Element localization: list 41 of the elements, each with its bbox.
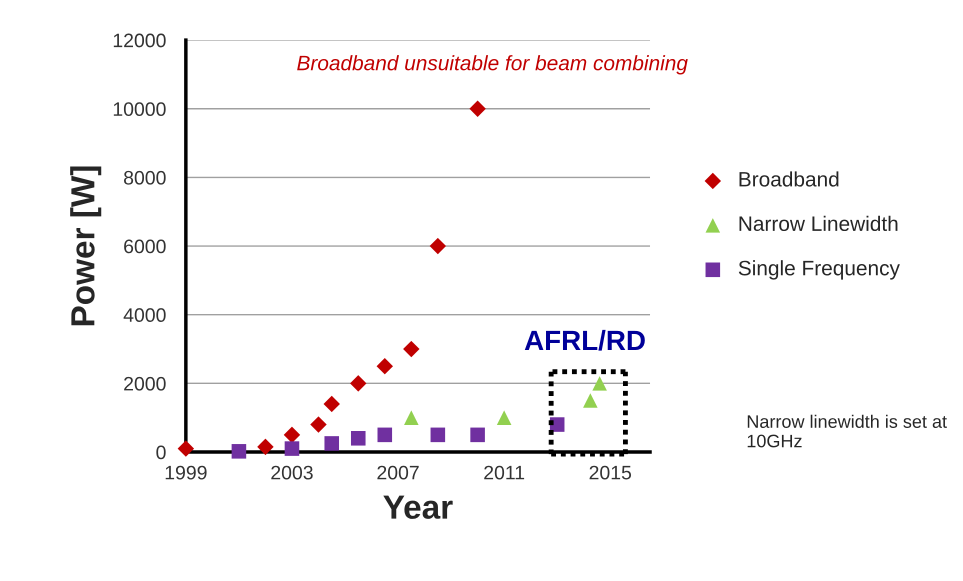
y-axis-title: Power [W] <box>70 166 102 326</box>
point <box>257 438 274 456</box>
y-tick-label: 12000 <box>114 34 166 48</box>
point <box>350 375 366 392</box>
x-tick-label: 2011 <box>484 466 524 480</box>
point <box>376 358 394 374</box>
point <box>469 100 486 117</box>
y-tick-label: 0 <box>156 445 166 460</box>
point <box>284 426 300 444</box>
y-tick-label: 10000 <box>114 102 166 116</box>
y-tick-label: 8000 <box>124 170 166 185</box>
legend-label: Narrow Linewidth <box>740 216 898 232</box>
x-tick-label: 2003 <box>271 466 313 480</box>
legend-label: Single Frequency <box>738 260 900 280</box>
annotation: AFRL/RD <box>524 330 645 351</box>
y-tick-label: 2000 <box>124 376 166 391</box>
x-axis-title: Year <box>383 496 453 519</box>
text: Narrow linewidth is set at 10GHz <box>748 414 947 448</box>
point <box>403 340 420 358</box>
point <box>284 441 300 456</box>
point <box>178 440 194 457</box>
point <box>378 428 392 442</box>
x-tick-label: 2007 <box>377 466 419 480</box>
point <box>470 428 485 442</box>
point <box>592 376 607 391</box>
annotation: Broadband unsuitable for beam combining <box>297 55 688 75</box>
point <box>324 436 340 451</box>
point <box>404 410 419 425</box>
point <box>310 416 327 433</box>
y-tick-label: 4000 <box>124 308 166 322</box>
point <box>350 431 366 446</box>
legend-label: Broadband <box>740 171 838 187</box>
point <box>324 396 340 412</box>
point <box>430 428 446 442</box>
point <box>430 238 446 254</box>
point <box>583 393 598 408</box>
x-tick-label: 2015 <box>590 466 632 480</box>
x-tick-label: 1999 <box>166 466 207 480</box>
y-tick-label: 6000 <box>124 240 166 254</box>
point <box>232 444 246 459</box>
point <box>496 410 512 425</box>
